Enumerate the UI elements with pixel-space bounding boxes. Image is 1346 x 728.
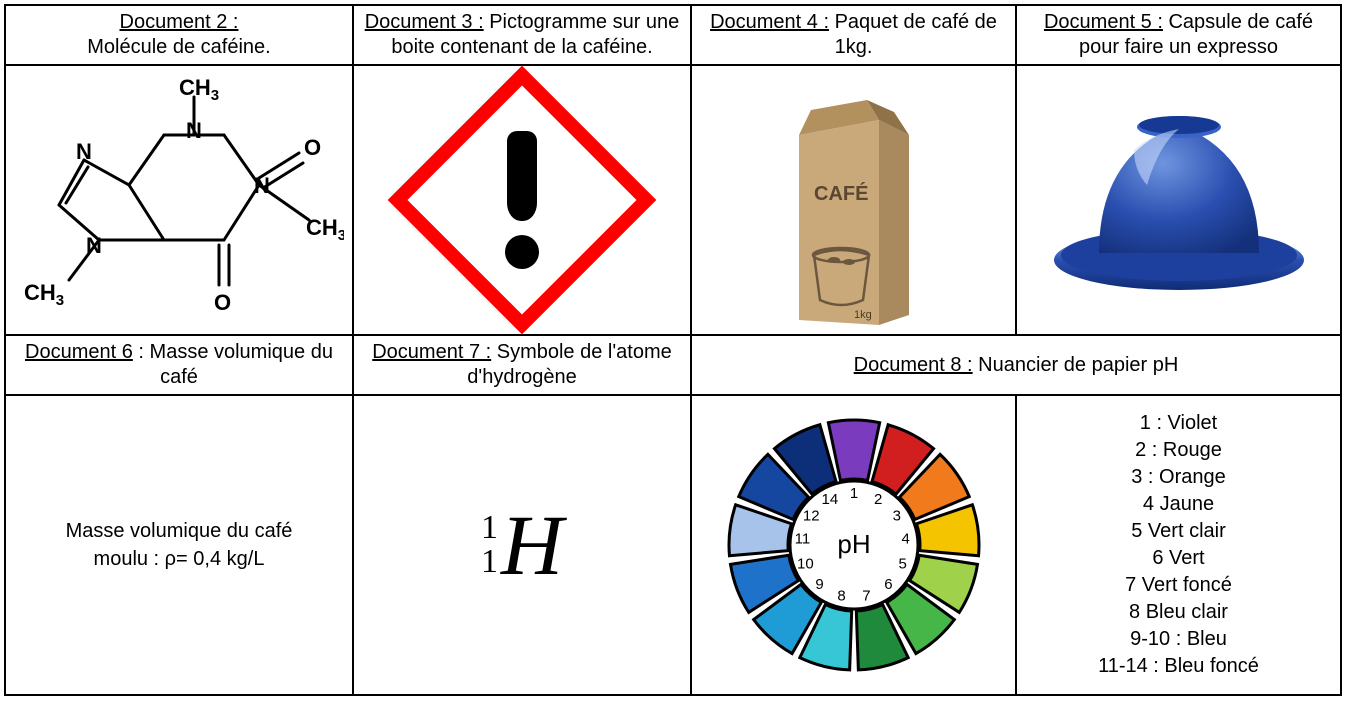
hydrogen-symbol: 1 1 H — [360, 502, 684, 588]
ph-number: 1 — [849, 485, 857, 502]
documents-table: Document 2 : Molécule de caféine. Docume… — [4, 4, 1342, 696]
ph-number: 7 — [862, 587, 870, 604]
ph-legend: 1 : Violet2 : Rouge3 : Orange4 Jaune5 Ve… — [1023, 410, 1334, 680]
doc7-content: 1 1 H — [353, 395, 691, 695]
doc8-title: Document 8 : — [854, 354, 973, 376]
d6-line2: moulu : ρ= 0,4 kg/L — [94, 548, 265, 570]
svg-text:N: N — [186, 118, 202, 143]
element-letter: H — [501, 502, 563, 588]
content-row-2: Masse volumique du café moulu : ρ= 0,4 k… — [5, 395, 1341, 695]
ph-wheel: 12345678910111214pH — [698, 405, 1009, 685]
ph-segment — [828, 420, 879, 480]
doc8-legend-cell: 1 : Violet2 : Rouge3 : Orange4 Jaune5 Ve… — [1016, 395, 1341, 695]
doc7-title: Document 7 : — [372, 341, 491, 363]
doc4-header: Document 4 : Paquet de café de 1kg. — [691, 5, 1016, 65]
svg-text:O: O — [304, 135, 321, 160]
coffee-bag: CAFÉ 1kg — [698, 70, 1009, 330]
doc5-header: Document 5 : Capsule de café pour faire … — [1016, 5, 1341, 65]
ph-legend-line: 9-10 : Bleu — [1023, 626, 1334, 653]
svg-text:N: N — [76, 139, 92, 164]
doc2-header: Document 2 : Molécule de caféine. — [5, 5, 353, 65]
ph-number: 9 — [815, 576, 823, 593]
exclamation-bar — [507, 131, 537, 221]
ghs-pictogram — [360, 105, 684, 295]
ghs-diamond — [388, 66, 657, 335]
ph-center-label: pH — [837, 529, 870, 559]
density-text: Masse volumique du café moulu : ρ= 0,4 k… — [12, 517, 346, 573]
doc6-content: Masse volumique du café moulu : ρ= 0,4 k… — [5, 395, 353, 695]
header-row-1: Document 2 : Molécule de caféine. Docume… — [5, 5, 1341, 65]
doc3-header: Document 3 : Pictogramme sur une boite c… — [353, 5, 691, 65]
doc7-sub: Symbole de l'atome d'hydrogène — [467, 341, 672, 388]
ph-legend-line: 2 : Rouge — [1023, 437, 1334, 464]
ph-number: 12 — [802, 507, 819, 524]
svg-text:CH3: CH3 — [179, 75, 219, 104]
bag-weight: 1kg — [854, 309, 872, 321]
ph-number: 8 — [837, 587, 845, 604]
doc2-title: Document 2 : — [120, 11, 239, 33]
ph-legend-line: 8 Bleu clair — [1023, 599, 1334, 626]
doc8-wheel-cell: 12345678910111214pH — [691, 395, 1016, 695]
caffeine-molecule: CH3 CH3 CH3 O O N N N N — [12, 75, 346, 325]
svg-text:O: O — [214, 290, 231, 315]
ph-number: 4 — [901, 531, 909, 548]
ph-legend-line: 6 Vert — [1023, 545, 1334, 572]
doc2-content: CH3 CH3 CH3 O O N N N N — [5, 65, 353, 335]
doc5-title: Document 5 : — [1044, 11, 1163, 33]
svg-text:N: N — [254, 173, 270, 198]
exclamation-icon — [505, 131, 539, 269]
ph-legend-line: 11-14 : Bleu foncé — [1023, 653, 1334, 680]
atomic-number: 1 — [481, 545, 498, 579]
doc5-content — [1016, 65, 1341, 335]
bag-label: CAFÉ — [814, 182, 868, 205]
ph-number: 3 — [892, 507, 900, 524]
doc4-sub: Paquet de café de 1kg. — [835, 11, 997, 58]
ph-number: 6 — [884, 576, 892, 593]
ph-number: 11 — [794, 531, 810, 548]
exclamation-dot — [505, 235, 539, 269]
doc6-sub: : Masse volumique du café — [133, 341, 333, 388]
header-row-2: Document 6 : Masse volumique du café Doc… — [5, 335, 1341, 395]
ph-number: 2 — [873, 491, 881, 508]
ph-wheel-svg: 12345678910111214pH — [714, 405, 994, 685]
doc6-title: Document 6 — [25, 341, 133, 363]
ph-legend-line: 5 Vert clair — [1023, 518, 1334, 545]
coffee-bag-svg: CAFÉ 1kg — [759, 80, 949, 330]
ph-legend-line: 7 Vert foncé — [1023, 572, 1334, 599]
content-row-1: CH3 CH3 CH3 O O N N N N — [5, 65, 1341, 335]
doc6-header: Document 6 : Masse volumique du café — [5, 335, 353, 395]
ph-number: 5 — [898, 555, 906, 572]
doc2-sub: Molécule de caféine. — [87, 36, 270, 58]
molecule-svg: CH3 CH3 CH3 O O N N N N — [14, 75, 344, 325]
doc3-content — [353, 65, 691, 335]
svg-text:N: N — [86, 233, 102, 258]
svg-text:CH3: CH3 — [24, 280, 64, 309]
mass-number: 1 — [481, 511, 498, 545]
ph-number: 14 — [821, 491, 838, 508]
doc7-header: Document 7 : Symbole de l'atome d'hydrog… — [353, 335, 691, 395]
doc4-title: Document 4 : — [710, 11, 829, 33]
doc4-content: CAFÉ 1kg — [691, 65, 1016, 335]
ph-number: 10 — [797, 555, 814, 572]
coffee-capsule — [1023, 95, 1334, 305]
ph-legend-line: 4 Jaune — [1023, 491, 1334, 518]
d6-line1: Masse volumique du café — [66, 520, 293, 542]
doc8-header: Document 8 : Nuancier de papier pH — [691, 335, 1341, 395]
mass-atomic-numbers: 1 1 — [481, 511, 498, 579]
ph-legend-line: 3 : Orange — [1023, 464, 1334, 491]
doc8-sub: Nuancier de papier pH — [973, 354, 1179, 376]
ph-legend-line: 1 : Violet — [1023, 410, 1334, 437]
doc3-title: Document 3 : — [365, 11, 484, 33]
svg-text:CH3: CH3 — [306, 215, 344, 244]
capsule-svg — [1039, 95, 1319, 305]
